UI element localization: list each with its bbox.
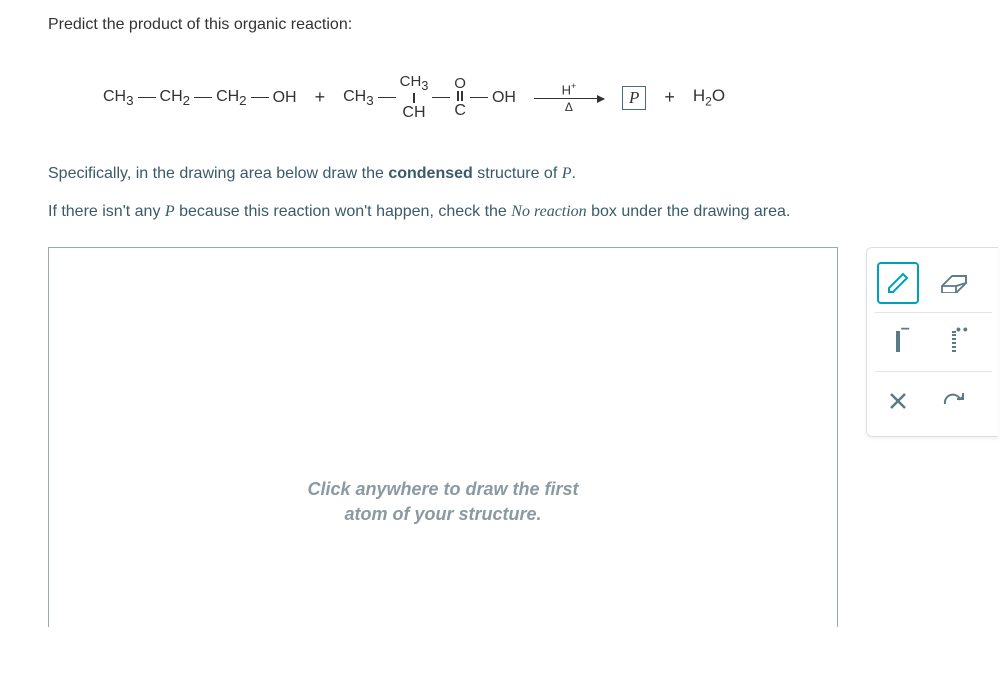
sub: 3 — [126, 93, 133, 108]
group: O — [454, 76, 466, 93]
italic-no-reaction: No reaction — [511, 203, 586, 220]
product-h2o: H2O — [693, 86, 725, 108]
sub: 3 — [421, 79, 428, 93]
text: because this reaction won't happen, chec… — [175, 203, 512, 220]
v-bond — [413, 93, 415, 103]
redo-tool[interactable] — [933, 380, 975, 422]
bond — [378, 97, 396, 99]
ch-with-ch3-top: CH3 CH — [400, 74, 429, 121]
bold: condensed — [388, 165, 472, 182]
text: Specifically, in the drawing area below … — [48, 165, 388, 182]
reaction-equation: CH3 CH2 CH2 OH + CH3 CH3 CH O C — [103, 74, 1000, 121]
group: OH — [273, 89, 297, 107]
reactant-1: CH3 CH2 CH2 OH — [103, 88, 297, 108]
h: H — [693, 86, 705, 105]
close-icon — [888, 391, 908, 411]
eraser-icon — [939, 273, 969, 293]
canvas-placeholder: Click anywhere to draw the first atom of… — [307, 477, 578, 527]
text: box under the drawing area. — [587, 203, 791, 220]
lewis-dots-icon: •• — [952, 333, 956, 351]
italic-p: P — [562, 165, 572, 182]
separator — [875, 312, 992, 313]
double-bond — [457, 91, 463, 101]
product-p-box: P — [622, 86, 646, 110]
bond — [432, 97, 450, 99]
bond — [470, 97, 488, 99]
instruction-2: If there isn't any P because this reacti… — [48, 199, 1000, 225]
arrow-top-h: H — [562, 82, 571, 97]
toolbar: − •• — [866, 247, 998, 437]
separator — [875, 371, 992, 372]
pencil-icon — [886, 271, 910, 295]
arrow-top-plus: + — [571, 81, 576, 91]
arrow-delta: Δ — [565, 100, 573, 114]
lewis-dots-tool[interactable]: •• — [933, 321, 975, 363]
line1: Click anywhere to draw the first — [307, 479, 578, 499]
sub: 2 — [705, 95, 712, 109]
bond — [194, 97, 212, 99]
italic-p: P — [165, 203, 175, 220]
group: CH — [402, 104, 425, 122]
reactant-2: CH3 CH3 CH O C OH — [343, 74, 516, 121]
question-prompt: Predict the product of this organic reac… — [48, 16, 1000, 34]
text: If there isn't any — [48, 203, 165, 220]
line2: atom of your structure. — [344, 504, 541, 524]
group: CH — [400, 73, 422, 90]
pencil-tool[interactable] — [877, 262, 919, 304]
redo-icon — [941, 390, 967, 412]
clear-tool[interactable] — [877, 380, 919, 422]
plus-sign: + — [315, 87, 326, 108]
arrow-line — [534, 98, 604, 99]
group: CH — [343, 88, 366, 105]
bond — [138, 97, 156, 99]
bond — [251, 97, 269, 99]
group: OH — [492, 89, 516, 107]
charge-tool[interactable]: − — [877, 321, 919, 363]
instruction-1: Specifically, in the drawing area below … — [48, 161, 1000, 187]
group: C — [454, 102, 466, 120]
text: . — [572, 165, 576, 182]
text: structure of — [473, 165, 562, 182]
plus-sign: + — [664, 87, 675, 108]
sub: 3 — [366, 93, 373, 108]
drawing-canvas[interactable]: Click anywhere to draw the first atom of… — [48, 247, 838, 627]
charge-icon: − — [896, 333, 900, 351]
o: O — [712, 86, 725, 105]
c-with-o-top: O C — [454, 76, 466, 120]
eraser-tool[interactable] — [933, 262, 975, 304]
reaction-arrow: H+ Δ — [534, 81, 604, 114]
sub: 2 — [239, 93, 246, 108]
sub: 2 — [183, 93, 190, 108]
